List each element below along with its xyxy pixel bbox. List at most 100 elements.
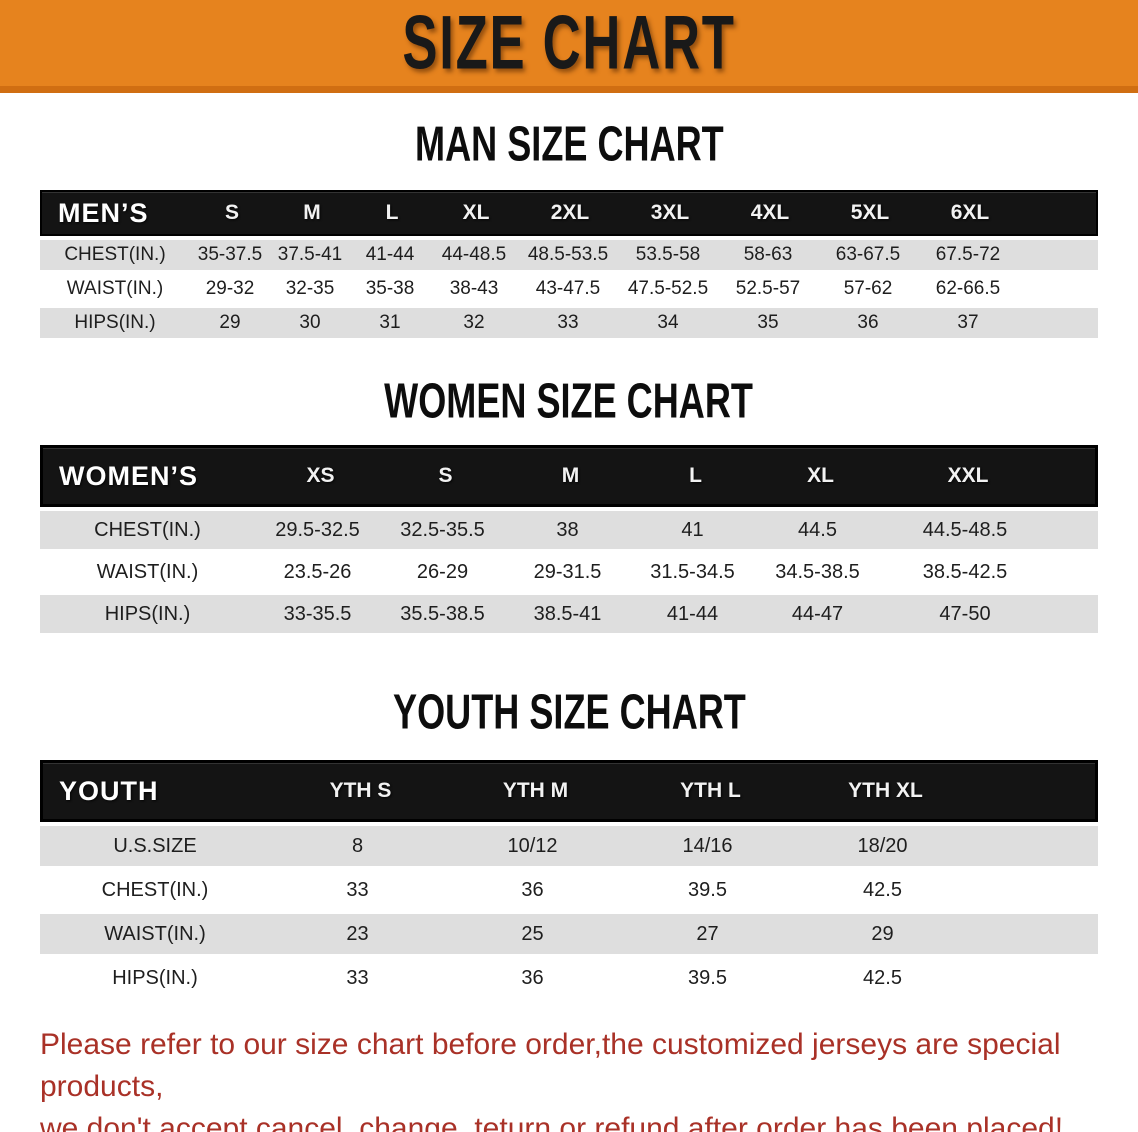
table-row: CHEST(IN.) 35-37.5 37.5-41 41-44 44-48.5… [40,240,1098,270]
cell: 31.5-34.5 [650,560,735,583]
row-label: CHEST(IN.) [101,878,209,901]
cell: 42.5 [863,878,902,901]
cell: 32.5-35.5 [400,518,485,541]
cell: 32-35 [285,278,335,299]
col-header: M [303,201,321,224]
cell: 39.5 [688,966,727,989]
women-size-table: WOMEN’S XS S M L XL XXL CHEST(IN.) 29.5-… [40,445,1098,633]
women-header-label: WOMEN’S [59,460,198,491]
cell: 53.5-58 [635,244,701,265]
col-header: YTH L [680,779,741,802]
col-header: S [224,201,239,224]
youth-table-header-row: YOUTH YTH S YTH M YTH L YTH XL [40,760,1098,822]
col-header: YTH M [502,779,569,802]
col-header: XL [807,464,834,487]
row-label: CHEST(IN.) [64,244,166,265]
youth-section-title: YOUTH SIZE CHART [0,684,1138,739]
cell: 43-47.5 [535,278,601,299]
col-header: M [561,464,580,487]
cell: 25 [521,922,544,945]
cell: 18/20 [857,834,908,857]
table-row: CHEST(IN.) 33 36 39.5 42.5 [40,870,1098,910]
cell: 47-50 [939,602,991,625]
cell: 37 [957,312,979,333]
cell: 29 [219,312,241,333]
row-label: WAIST(IN.) [66,278,164,299]
row-label: HIPS(IN.) [112,966,198,989]
cell: 38-43 [449,278,499,299]
cell: 44.5-48.5 [922,518,1008,541]
cell: 42.5 [863,966,902,989]
table-row: CHEST(IN.) 29.5-32.5 32.5-35.5 38 41 44.… [40,511,1098,549]
cell: 34 [657,312,679,333]
cell: 29-32 [205,278,255,299]
cell: 41-44 [365,244,415,265]
table-row: WAIST(IN.) 29-32 32-35 35-38 38-43 43-47… [40,274,1098,304]
cell: 44-48.5 [441,244,507,265]
table-row: HIPS(IN.) 33 36 39.5 42.5 [40,958,1098,998]
cell: 34.5-38.5 [775,560,860,583]
col-header: YTH XL [848,779,923,802]
disclaimer-line-1: Please refer to our size chart before or… [40,1028,1061,1103]
men-size-table: MEN’S S M L XL 2XL 3XL 4XL 5XL 6XL CHEST… [40,190,1098,338]
youth-size-table: YOUTH YTH S YTH M YTH L YTH XL U.S.SIZE … [40,760,1098,998]
col-header: L [385,201,399,224]
cell: 26-29 [416,560,469,583]
row-label: WAIST(IN.) [104,922,206,945]
youth-section-title-text: YOUTH SIZE CHART [392,684,746,740]
col-header: 6XL [950,201,990,224]
cell: 48.5-53.5 [527,244,609,265]
cell: 36 [521,878,544,901]
cell: 47.5-52.5 [627,278,709,299]
men-header-label: MEN’S [58,197,149,228]
col-header: 5XL [850,201,890,224]
cell: 36 [857,312,879,333]
table-row: HIPS(IN.) 33-35.5 35.5-38.5 38.5-41 41-4… [40,595,1098,633]
cell: 63-67.5 [835,244,901,265]
cell: 30 [299,312,321,333]
disclaimer-text: Please refer to our size chart before or… [40,1024,1108,1132]
col-header: L [689,464,702,487]
col-header: 3XL [650,201,690,224]
cell: 29 [871,922,894,945]
col-header: S [438,464,453,487]
cell: 38 [556,518,579,541]
col-header: 2XL [550,201,590,224]
disclaimer-line-2: we don't accept cancel, change, teturn o… [40,1112,1064,1132]
col-header: XL [462,201,490,224]
cell: 35 [757,312,779,333]
col-header: 4XL [750,201,790,224]
row-label: CHEST(IN.) [94,518,201,541]
cell: 29.5-32.5 [275,518,360,541]
cell: 41-44 [666,602,719,625]
cell: 27 [696,922,719,945]
cell: 44.5 [798,518,837,541]
cell: 38.5-41 [533,602,602,625]
cell: 33 [346,878,369,901]
men-table-header-row: MEN’S S M L XL 2XL 3XL 4XL 5XL 6XL [40,190,1098,236]
row-label: WAIST(IN.) [96,560,199,583]
cell: 39.5 [688,878,727,901]
banner-title: SIZE CHART [402,0,736,86]
row-label: U.S.SIZE [113,834,197,857]
women-section-title-text: WOMEN SIZE CHART [384,373,754,429]
cell: 31 [379,312,401,333]
table-row: WAIST(IN.) 23 25 27 29 [40,914,1098,954]
cell: 58-63 [743,244,793,265]
cell: 67.5-72 [935,244,1001,265]
row-label: HIPS(IN.) [74,312,156,333]
cell: 23 [346,922,369,945]
row-label: HIPS(IN.) [104,602,191,625]
table-row: HIPS(IN.) 29 30 31 32 33 34 35 36 37 [40,308,1098,338]
size-chart-banner: SIZE CHART [0,0,1138,93]
men-section-title: MAN SIZE CHART [0,116,1138,171]
col-header: XXL [947,464,989,487]
cell: 35.5-38.5 [400,602,485,625]
cell: 23.5-26 [283,560,352,583]
table-row: U.S.SIZE 8 10/12 14/16 18/20 [40,826,1098,866]
women-section-title: WOMEN SIZE CHART [0,373,1138,428]
cell: 57-62 [843,278,893,299]
col-header: YTH S [329,779,392,802]
cell: 62-66.5 [935,278,1001,299]
cell: 14/16 [682,834,733,857]
